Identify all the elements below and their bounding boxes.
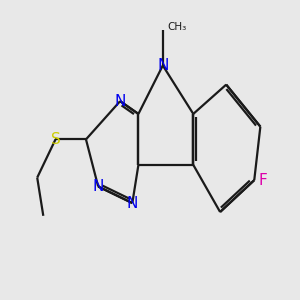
Text: CH₃: CH₃ [167, 22, 187, 32]
Text: N: N [114, 94, 126, 109]
Text: N: N [127, 196, 138, 211]
Text: N: N [92, 179, 104, 194]
Text: S: S [51, 132, 60, 147]
Text: F: F [258, 172, 267, 188]
Text: N: N [157, 58, 169, 73]
